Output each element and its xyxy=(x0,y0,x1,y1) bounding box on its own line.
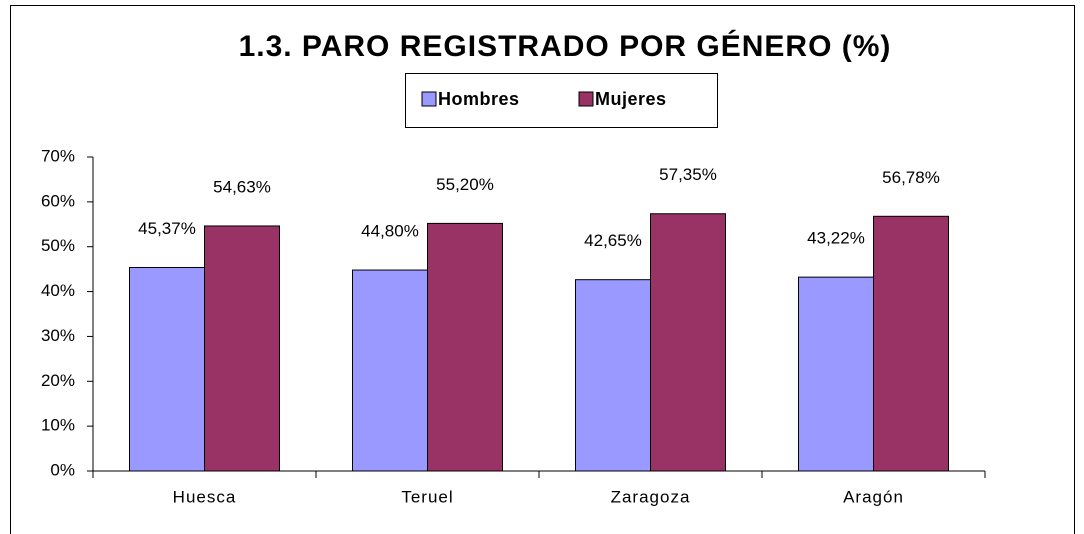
legend-swatch xyxy=(578,91,594,107)
legend-box xyxy=(405,73,718,128)
value-label: 43,22% xyxy=(807,229,865,248)
y-tick-label: 60% xyxy=(41,191,75,210)
value-label: 56,78% xyxy=(882,168,940,187)
value-label: 54,63% xyxy=(213,177,271,196)
legend-swatch xyxy=(421,91,437,107)
bar xyxy=(352,269,428,472)
x-tick-label: Huesca xyxy=(173,487,237,506)
y-tick-label: 20% xyxy=(41,371,75,390)
x-tick-label: Zaragoza xyxy=(611,487,691,506)
bar xyxy=(873,215,949,472)
y-tick-label: 10% xyxy=(41,416,75,435)
value-label: 42,65% xyxy=(584,231,642,250)
value-label: 55,20% xyxy=(436,175,494,194)
value-label: 44,80% xyxy=(361,222,419,241)
chart-title: 1.3. PARO REGISTRADO POR GÉNERO (%) xyxy=(239,29,892,63)
y-tick-label: 40% xyxy=(41,281,75,300)
bar xyxy=(650,213,726,472)
bar xyxy=(129,266,205,472)
y-tick-label: 30% xyxy=(41,326,75,345)
value-label: 45,37% xyxy=(138,219,196,238)
bar xyxy=(575,279,651,472)
legend-label: Mujeres xyxy=(595,89,667,109)
value-label: 57,35% xyxy=(659,165,717,184)
y-tick-label: 70% xyxy=(41,146,75,165)
bar xyxy=(204,225,280,472)
bar xyxy=(798,276,874,472)
x-tick-label: Teruel xyxy=(401,487,453,506)
legend-label: Hombres xyxy=(438,89,520,109)
y-tick-label: 0% xyxy=(50,460,75,479)
y-tick-label: 50% xyxy=(41,236,75,255)
bar xyxy=(427,222,503,472)
x-tick-label: Aragón xyxy=(843,487,904,506)
